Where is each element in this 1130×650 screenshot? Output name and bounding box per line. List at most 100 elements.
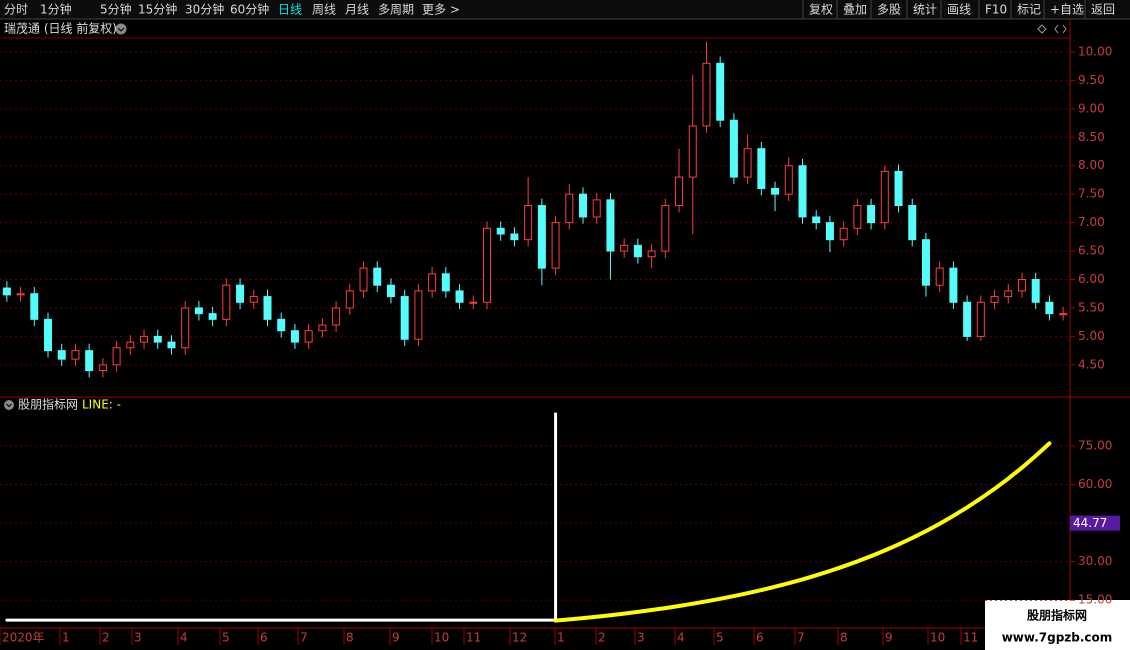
candle-body — [798, 165, 807, 218]
dropdown-arrow — [117, 27, 125, 32]
toolbar-tab[interactable]: 分时 — [4, 3, 28, 17]
toolbar-tab[interactable]: 周线 — [312, 3, 336, 17]
y-tick-label: 60.00 — [1078, 477, 1112, 491]
diamond-icon[interactable] — [1037, 24, 1047, 34]
time-label: 2020年 — [2, 631, 45, 645]
toolbar-tab[interactable]: 月线 — [345, 3, 369, 17]
expand-icon[interactable] — [1054, 24, 1067, 34]
y-tick-label: 15.00 — [1078, 593, 1112, 607]
time-label: 7 — [797, 631, 805, 645]
candle-body — [98, 364, 107, 372]
time-label: 3 — [637, 631, 645, 645]
time-label: 6 — [260, 631, 268, 645]
y-tick-label: 5.50 — [1078, 300, 1105, 314]
candle-body — [386, 284, 395, 298]
y-tick-label: 6.00 — [1078, 272, 1105, 286]
toolbar-button[interactable]: 画线 — [947, 3, 971, 17]
dropdown-arrow — [6, 403, 12, 408]
time-label: 1 — [62, 631, 70, 645]
toolbar-tab[interactable]: 30分钟 — [185, 2, 224, 17]
candle-body — [2, 287, 11, 296]
candle-body — [332, 307, 341, 326]
candle-body — [469, 301, 478, 304]
toolbar-button[interactable]: +自选 — [1050, 3, 1084, 17]
toolbar-button[interactable]: 统计 — [913, 3, 937, 17]
watermark-box — [985, 600, 1130, 650]
watermark-url: www.7gpzb.com — [1002, 631, 1113, 645]
candle-body — [428, 273, 437, 292]
toolbar-button[interactable]: F10 — [985, 3, 1007, 17]
toolbar-button[interactable]: 返回 — [1091, 3, 1115, 17]
indicator-line — [553, 441, 1052, 623]
candle-body — [537, 205, 546, 269]
y-tick-label: 30.00 — [1078, 554, 1112, 568]
candle-body — [1059, 313, 1068, 316]
candle-body — [194, 307, 203, 315]
time-label: 4 — [677, 631, 685, 645]
time-label: 8 — [840, 631, 848, 645]
toolbar-tab[interactable]: 15分钟 — [138, 2, 177, 17]
candle-body — [167, 341, 176, 349]
candle-body — [1004, 290, 1013, 298]
candle-body — [249, 296, 258, 303]
time-label: 10 — [930, 631, 945, 645]
toolbar-tab[interactable]: 1分钟 — [40, 2, 72, 17]
candle-body — [277, 318, 286, 332]
toolbar-button[interactable]: 复权 — [809, 3, 833, 17]
time-label: 9 — [885, 631, 893, 645]
candle-body — [647, 250, 656, 258]
candle-body — [839, 227, 848, 241]
candle-body — [441, 273, 450, 292]
candle-body — [702, 62, 711, 127]
candle-body — [633, 244, 642, 258]
candle-body — [551, 222, 560, 269]
toolbar-tab[interactable]: 多周期 — [378, 3, 414, 17]
indicator-title: 股朋指标网 — [18, 397, 78, 412]
candle-body — [976, 301, 985, 337]
time-label: 1 — [557, 631, 565, 645]
current-value-box — [1070, 515, 1120, 531]
candle-body — [44, 318, 53, 352]
candle-body — [675, 176, 684, 207]
toolbar-button[interactable]: 叠加 — [843, 3, 867, 17]
candle-body — [482, 227, 491, 303]
candle-body — [1045, 301, 1054, 315]
watermark-title: 股朋指标网 — [1027, 608, 1087, 623]
toolbar-tab[interactable]: 60分钟 — [230, 2, 269, 17]
y-tick-label: 9.00 — [1078, 101, 1105, 115]
candle-body — [880, 170, 889, 224]
candle-body — [729, 119, 738, 178]
candle-body — [853, 205, 862, 229]
time-label: 12 — [512, 631, 527, 645]
candle-body — [208, 313, 217, 320]
candle-body — [949, 267, 958, 303]
toolbar-tab[interactable]: 日线 — [278, 3, 302, 17]
candle-body — [400, 296, 409, 340]
candle-body — [579, 193, 588, 218]
dropdown-icon[interactable] — [4, 400, 14, 410]
toolbar-tab[interactable]: 5分钟 — [100, 2, 132, 17]
y-tick-label: 75.00 — [1078, 439, 1112, 453]
time-label: 7 — [300, 631, 308, 645]
stock-title: 瑞茂通 (日线 前复权) — [4, 21, 117, 36]
toolbar-button[interactable]: 多股 — [877, 3, 901, 17]
candle-body — [112, 347, 121, 366]
toolbar — [0, 0, 1130, 19]
dropdown-icon[interactable] — [115, 23, 127, 35]
candle-body — [1017, 279, 1026, 292]
current-value-label: 44.77 — [1073, 516, 1107, 530]
candle-body — [140, 335, 149, 343]
y-tick-label: 7.00 — [1078, 215, 1105, 229]
indicator-legend: LINE: - — [82, 398, 121, 412]
candle-body — [153, 335, 162, 343]
y-tick-label: 9.50 — [1078, 73, 1105, 87]
toolbar-button[interactable]: 标记 — [1017, 3, 1041, 17]
time-label: 9 — [392, 631, 400, 645]
y-tick-label: 7.50 — [1078, 187, 1105, 201]
candle-body — [30, 293, 39, 320]
toolbar-tab[interactable]: 更多 > — [422, 3, 460, 17]
y-tick-label: 6.50 — [1078, 244, 1105, 258]
candle-body — [963, 301, 972, 337]
time-label: 3 — [134, 631, 142, 645]
